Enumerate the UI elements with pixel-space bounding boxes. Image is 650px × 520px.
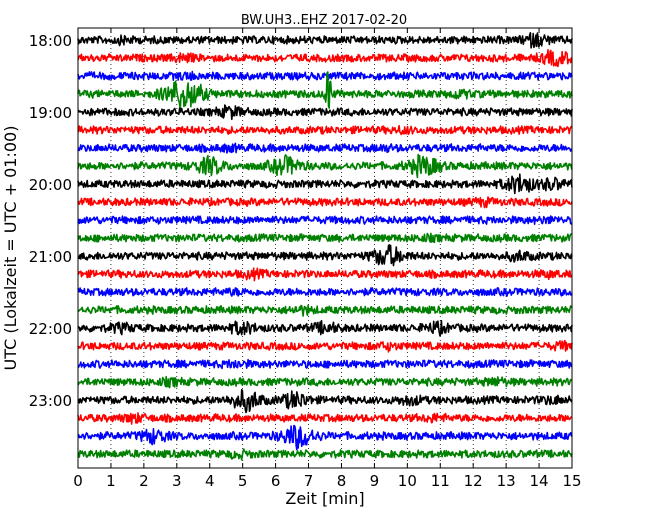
y-tick-label: 21:00	[29, 248, 72, 266]
traces	[77, 31, 573, 461]
trace-1845	[77, 71, 573, 110]
trace-2015	[77, 196, 573, 209]
grid	[110, 28, 540, 468]
y-tick-label: 18:00	[29, 32, 72, 50]
x-tick-label: 11	[431, 472, 450, 490]
x-tick-label: 4	[205, 472, 215, 490]
trace-2230	[77, 358, 573, 370]
trace-2100	[77, 244, 573, 267]
x-tick-label: 14	[530, 472, 549, 490]
trace-2115	[77, 267, 573, 282]
x-tick-label: 0	[73, 472, 83, 490]
plot-frame	[77, 27, 573, 469]
trace-2300	[77, 389, 573, 414]
trace-1915	[77, 124, 573, 136]
x-tick-label: 2	[139, 472, 149, 490]
x-tick-label: 15	[562, 472, 581, 490]
x-axis: 0 1 2 3 4 5 6 7 8 9 10 11 12 13 14 15	[73, 28, 582, 490]
x-tick-label: 10	[398, 472, 417, 490]
trace-1900	[77, 104, 573, 121]
trace-2000	[77, 173, 573, 195]
trace-2245	[77, 375, 573, 389]
trace-1800	[77, 31, 573, 49]
x-tick-label: 8	[337, 472, 347, 490]
trace-2215	[77, 339, 573, 353]
trace-2145	[77, 304, 573, 317]
trace-2045	[77, 232, 573, 244]
y-tick-label: 23:00	[29, 392, 72, 410]
x-tick-label: 6	[271, 472, 281, 490]
x-tick-label: 5	[238, 472, 248, 490]
x-axis-label: Zeit [min]	[285, 489, 364, 508]
trace-2345	[77, 448, 573, 461]
x-tick-label: 13	[497, 472, 516, 490]
trace-1945	[77, 153, 573, 179]
y-tick-label: 20:00	[29, 176, 72, 194]
trace-2130	[77, 287, 573, 297]
trace-1815	[77, 49, 573, 68]
x-tick-label: 3	[172, 472, 182, 490]
x-tick-label: 1	[106, 472, 116, 490]
y-tick-label: 19:00	[29, 104, 72, 122]
chart-title: BW.UH3..EHZ 2017-02-20	[241, 13, 407, 28]
trace-2330	[77, 424, 573, 451]
trace-1930	[77, 142, 573, 154]
y-axis: 18:00 19:00 20:00 21:00 22:00 23:00	[29, 32, 572, 410]
y-tick-label: 22:00	[29, 320, 72, 338]
x-tick-label: 9	[370, 472, 380, 490]
trace-2200	[77, 319, 573, 337]
trace-1830	[77, 70, 573, 81]
y-axis-label: UTC (Lokalzeit = UTC + 01:00)	[1, 126, 20, 371]
trace-2315	[77, 412, 573, 425]
trace-2030	[77, 215, 573, 225]
x-tick-label: 12	[464, 472, 483, 490]
x-tick-label: 7	[304, 472, 314, 490]
